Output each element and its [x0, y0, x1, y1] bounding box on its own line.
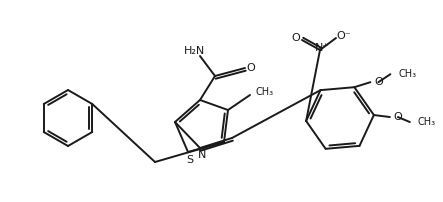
Text: N: N — [198, 150, 206, 160]
Text: N⁺: N⁺ — [315, 43, 329, 53]
Text: H₂N: H₂N — [184, 46, 206, 56]
Text: CH₃: CH₃ — [256, 87, 274, 97]
Text: S: S — [187, 155, 194, 165]
Text: CH₃: CH₃ — [398, 69, 416, 79]
Text: O: O — [374, 77, 383, 87]
Text: O: O — [247, 63, 255, 73]
Text: CH₃: CH₃ — [418, 117, 436, 127]
Text: O: O — [394, 112, 403, 122]
Text: O⁻: O⁻ — [337, 31, 351, 41]
Text: O: O — [291, 33, 300, 43]
